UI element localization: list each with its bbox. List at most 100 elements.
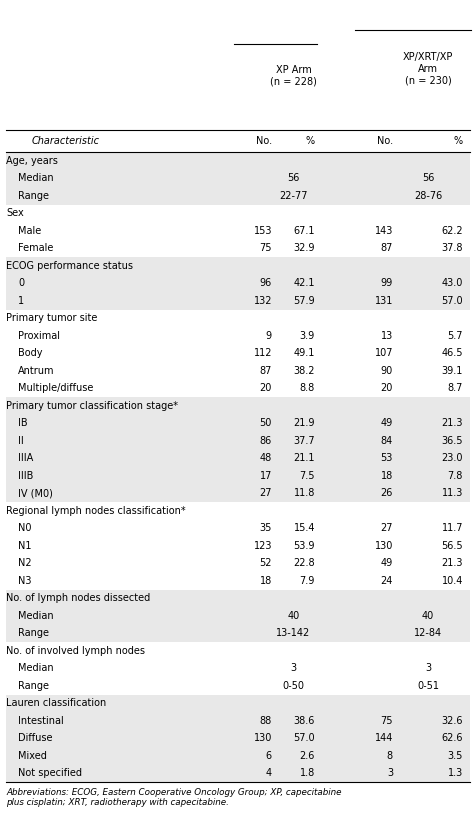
Text: 86: 86 (260, 436, 272, 446)
Bar (6, 187, 470, 204)
Text: 144: 144 (374, 733, 393, 743)
Text: 10.4: 10.4 (442, 576, 463, 586)
Text: 21.3: 21.3 (441, 558, 463, 568)
Text: 49.1: 49.1 (293, 348, 315, 358)
Text: 88: 88 (260, 716, 272, 726)
Text: 40: 40 (287, 611, 300, 621)
Text: 57.0: 57.0 (293, 733, 315, 743)
Bar (6, 747, 470, 765)
Text: 53.9: 53.9 (293, 541, 315, 551)
Bar (6, 712, 470, 730)
Text: 90: 90 (381, 366, 393, 376)
Text: N0: N0 (18, 523, 31, 533)
Text: 96: 96 (260, 278, 272, 288)
Text: 7.5: 7.5 (300, 471, 315, 481)
Text: 62.2: 62.2 (441, 226, 463, 236)
Text: 40: 40 (422, 611, 434, 621)
Text: 18: 18 (381, 471, 393, 481)
Text: N1: N1 (18, 541, 31, 551)
Text: 22.8: 22.8 (293, 558, 315, 568)
Text: 13: 13 (381, 331, 393, 341)
Text: Not specified: Not specified (18, 768, 82, 778)
Text: Lauren classification: Lauren classification (6, 698, 106, 708)
Text: 42.1: 42.1 (293, 278, 315, 288)
Text: 7.9: 7.9 (300, 576, 315, 586)
Text: Female: Female (18, 243, 54, 253)
Text: 112: 112 (254, 348, 272, 358)
Text: N3: N3 (18, 576, 31, 586)
Text: 11.3: 11.3 (442, 488, 463, 498)
Text: 48: 48 (260, 453, 272, 463)
Text: 7.8: 7.8 (447, 471, 463, 481)
Bar (6, 607, 470, 625)
Text: 23.0: 23.0 (441, 453, 463, 463)
Text: Mixed: Mixed (18, 751, 47, 761)
Text: 12-84: 12-84 (414, 628, 442, 638)
Text: 62.6: 62.6 (441, 733, 463, 743)
Text: IIIA: IIIA (18, 453, 33, 463)
Text: 50: 50 (260, 418, 272, 428)
Text: 18: 18 (260, 576, 272, 586)
Text: No.: No. (256, 136, 272, 146)
Text: 3: 3 (425, 663, 431, 673)
Text: 57.0: 57.0 (441, 296, 463, 306)
Text: 87: 87 (260, 366, 272, 376)
Text: %: % (454, 136, 463, 146)
Text: Sex: Sex (6, 208, 24, 218)
Text: Antrum: Antrum (18, 366, 55, 376)
Bar (6, 152, 470, 169)
Text: IB: IB (18, 418, 27, 428)
Text: 8: 8 (387, 751, 393, 761)
Text: IIIB: IIIB (18, 471, 33, 481)
Text: XP/XRT/XP
Arm
(n = 230): XP/XRT/XP Arm (n = 230) (403, 52, 453, 85)
Text: 8.8: 8.8 (300, 383, 315, 393)
Text: 43.0: 43.0 (442, 278, 463, 288)
Text: 24: 24 (381, 576, 393, 586)
Text: 123: 123 (254, 541, 272, 551)
Text: Median: Median (18, 173, 54, 183)
Text: Diffuse: Diffuse (18, 733, 53, 743)
Text: 22-77: 22-77 (279, 191, 308, 201)
Text: 143: 143 (374, 226, 393, 236)
Text: 5.7: 5.7 (447, 331, 463, 341)
Text: 27: 27 (381, 523, 393, 533)
Text: Median: Median (18, 611, 54, 621)
Text: 3: 3 (387, 768, 393, 778)
Text: 32.9: 32.9 (293, 243, 315, 253)
Text: Range: Range (18, 628, 49, 638)
Text: 56: 56 (287, 173, 300, 183)
Text: 6: 6 (266, 751, 272, 761)
Text: ECOG performance status: ECOG performance status (6, 261, 133, 271)
Text: XP Arm
(n = 228): XP Arm (n = 228) (270, 65, 317, 87)
Text: 1: 1 (18, 296, 24, 306)
Text: 130: 130 (374, 541, 393, 551)
Text: 56.5: 56.5 (441, 541, 463, 551)
Bar (6, 257, 470, 275)
Text: 107: 107 (374, 348, 393, 358)
Text: 36.5: 36.5 (441, 436, 463, 446)
Text: 56: 56 (422, 173, 434, 183)
Text: 9: 9 (266, 331, 272, 341)
Text: 0-50: 0-50 (283, 681, 304, 691)
Text: 28-76: 28-76 (414, 191, 442, 201)
Text: 21.9: 21.9 (293, 418, 315, 428)
Text: 32.6: 32.6 (441, 716, 463, 726)
Text: 3: 3 (291, 663, 297, 673)
Text: 0-51: 0-51 (417, 681, 439, 691)
Text: No. of lymph nodes dissected: No. of lymph nodes dissected (6, 593, 150, 603)
Text: 21.3: 21.3 (441, 418, 463, 428)
Bar (6, 432, 470, 450)
Text: 3.5: 3.5 (447, 751, 463, 761)
Text: 3.9: 3.9 (300, 331, 315, 341)
Bar (6, 275, 470, 292)
Text: Characteristic: Characteristic (32, 136, 100, 146)
Text: 49: 49 (381, 558, 393, 568)
Text: Abbreviations: ECOG, Eastern Cooperative Oncology Group; XP, capecitabine
plus c: Abbreviations: ECOG, Eastern Cooperative… (6, 788, 341, 807)
Text: 130: 130 (254, 733, 272, 743)
Text: 1.3: 1.3 (448, 768, 463, 778)
Text: Body: Body (18, 348, 43, 358)
Bar (6, 625, 470, 642)
Text: 37.7: 37.7 (293, 436, 315, 446)
Text: 99: 99 (381, 278, 393, 288)
Text: 21.1: 21.1 (293, 453, 315, 463)
